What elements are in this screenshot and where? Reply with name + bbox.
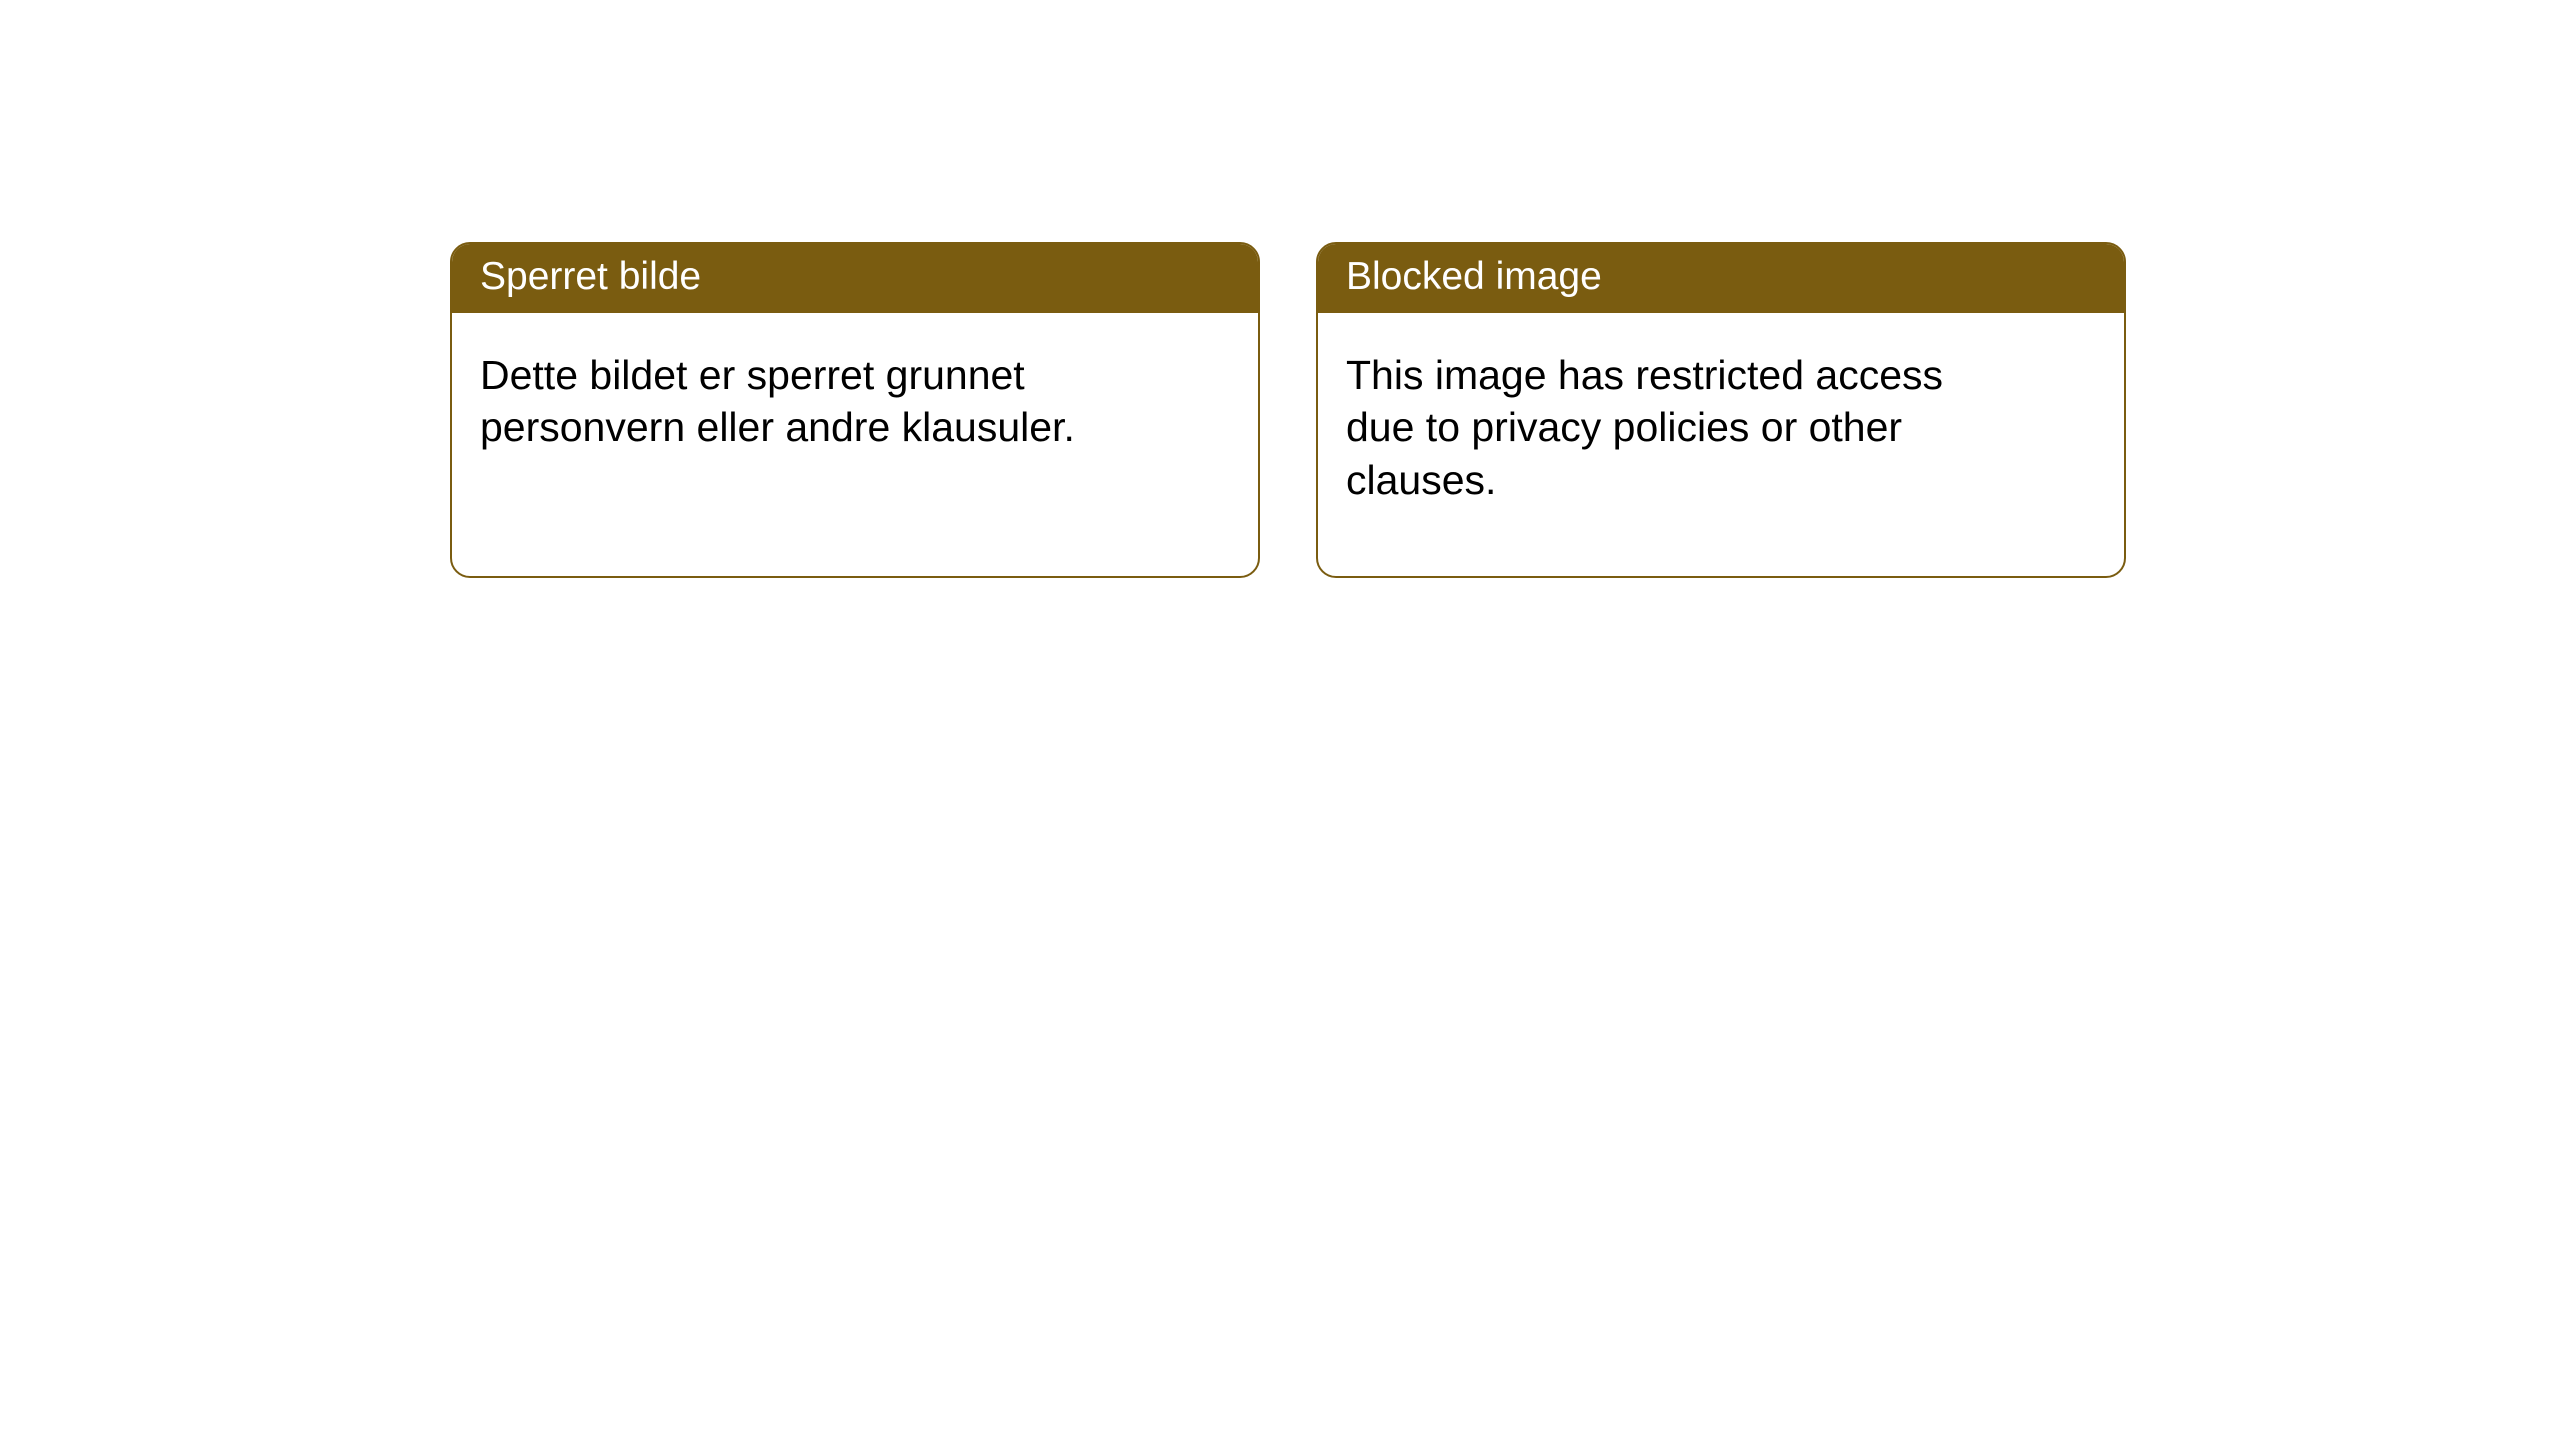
notice-title-english: Blocked image [1346, 255, 1602, 298]
notice-header-english: Blocked image [1318, 244, 2124, 313]
notice-text-english: This image has restricted access due to … [1346, 352, 1943, 503]
notice-body-english: This image has restricted access due to … [1318, 313, 1998, 534]
notice-body-norwegian: Dette bildet er sperret grunnet personve… [452, 313, 1132, 482]
notice-header-norwegian: Sperret bilde [452, 244, 1258, 313]
notice-container: Sperret bilde Dette bildet er sperret gr… [0, 0, 2560, 578]
notice-title-norwegian: Sperret bilde [480, 255, 701, 298]
notice-text-norwegian: Dette bildet er sperret grunnet personve… [480, 352, 1075, 450]
notice-card-norwegian: Sperret bilde Dette bildet er sperret gr… [450, 242, 1260, 578]
notice-card-english: Blocked image This image has restricted … [1316, 242, 2126, 578]
